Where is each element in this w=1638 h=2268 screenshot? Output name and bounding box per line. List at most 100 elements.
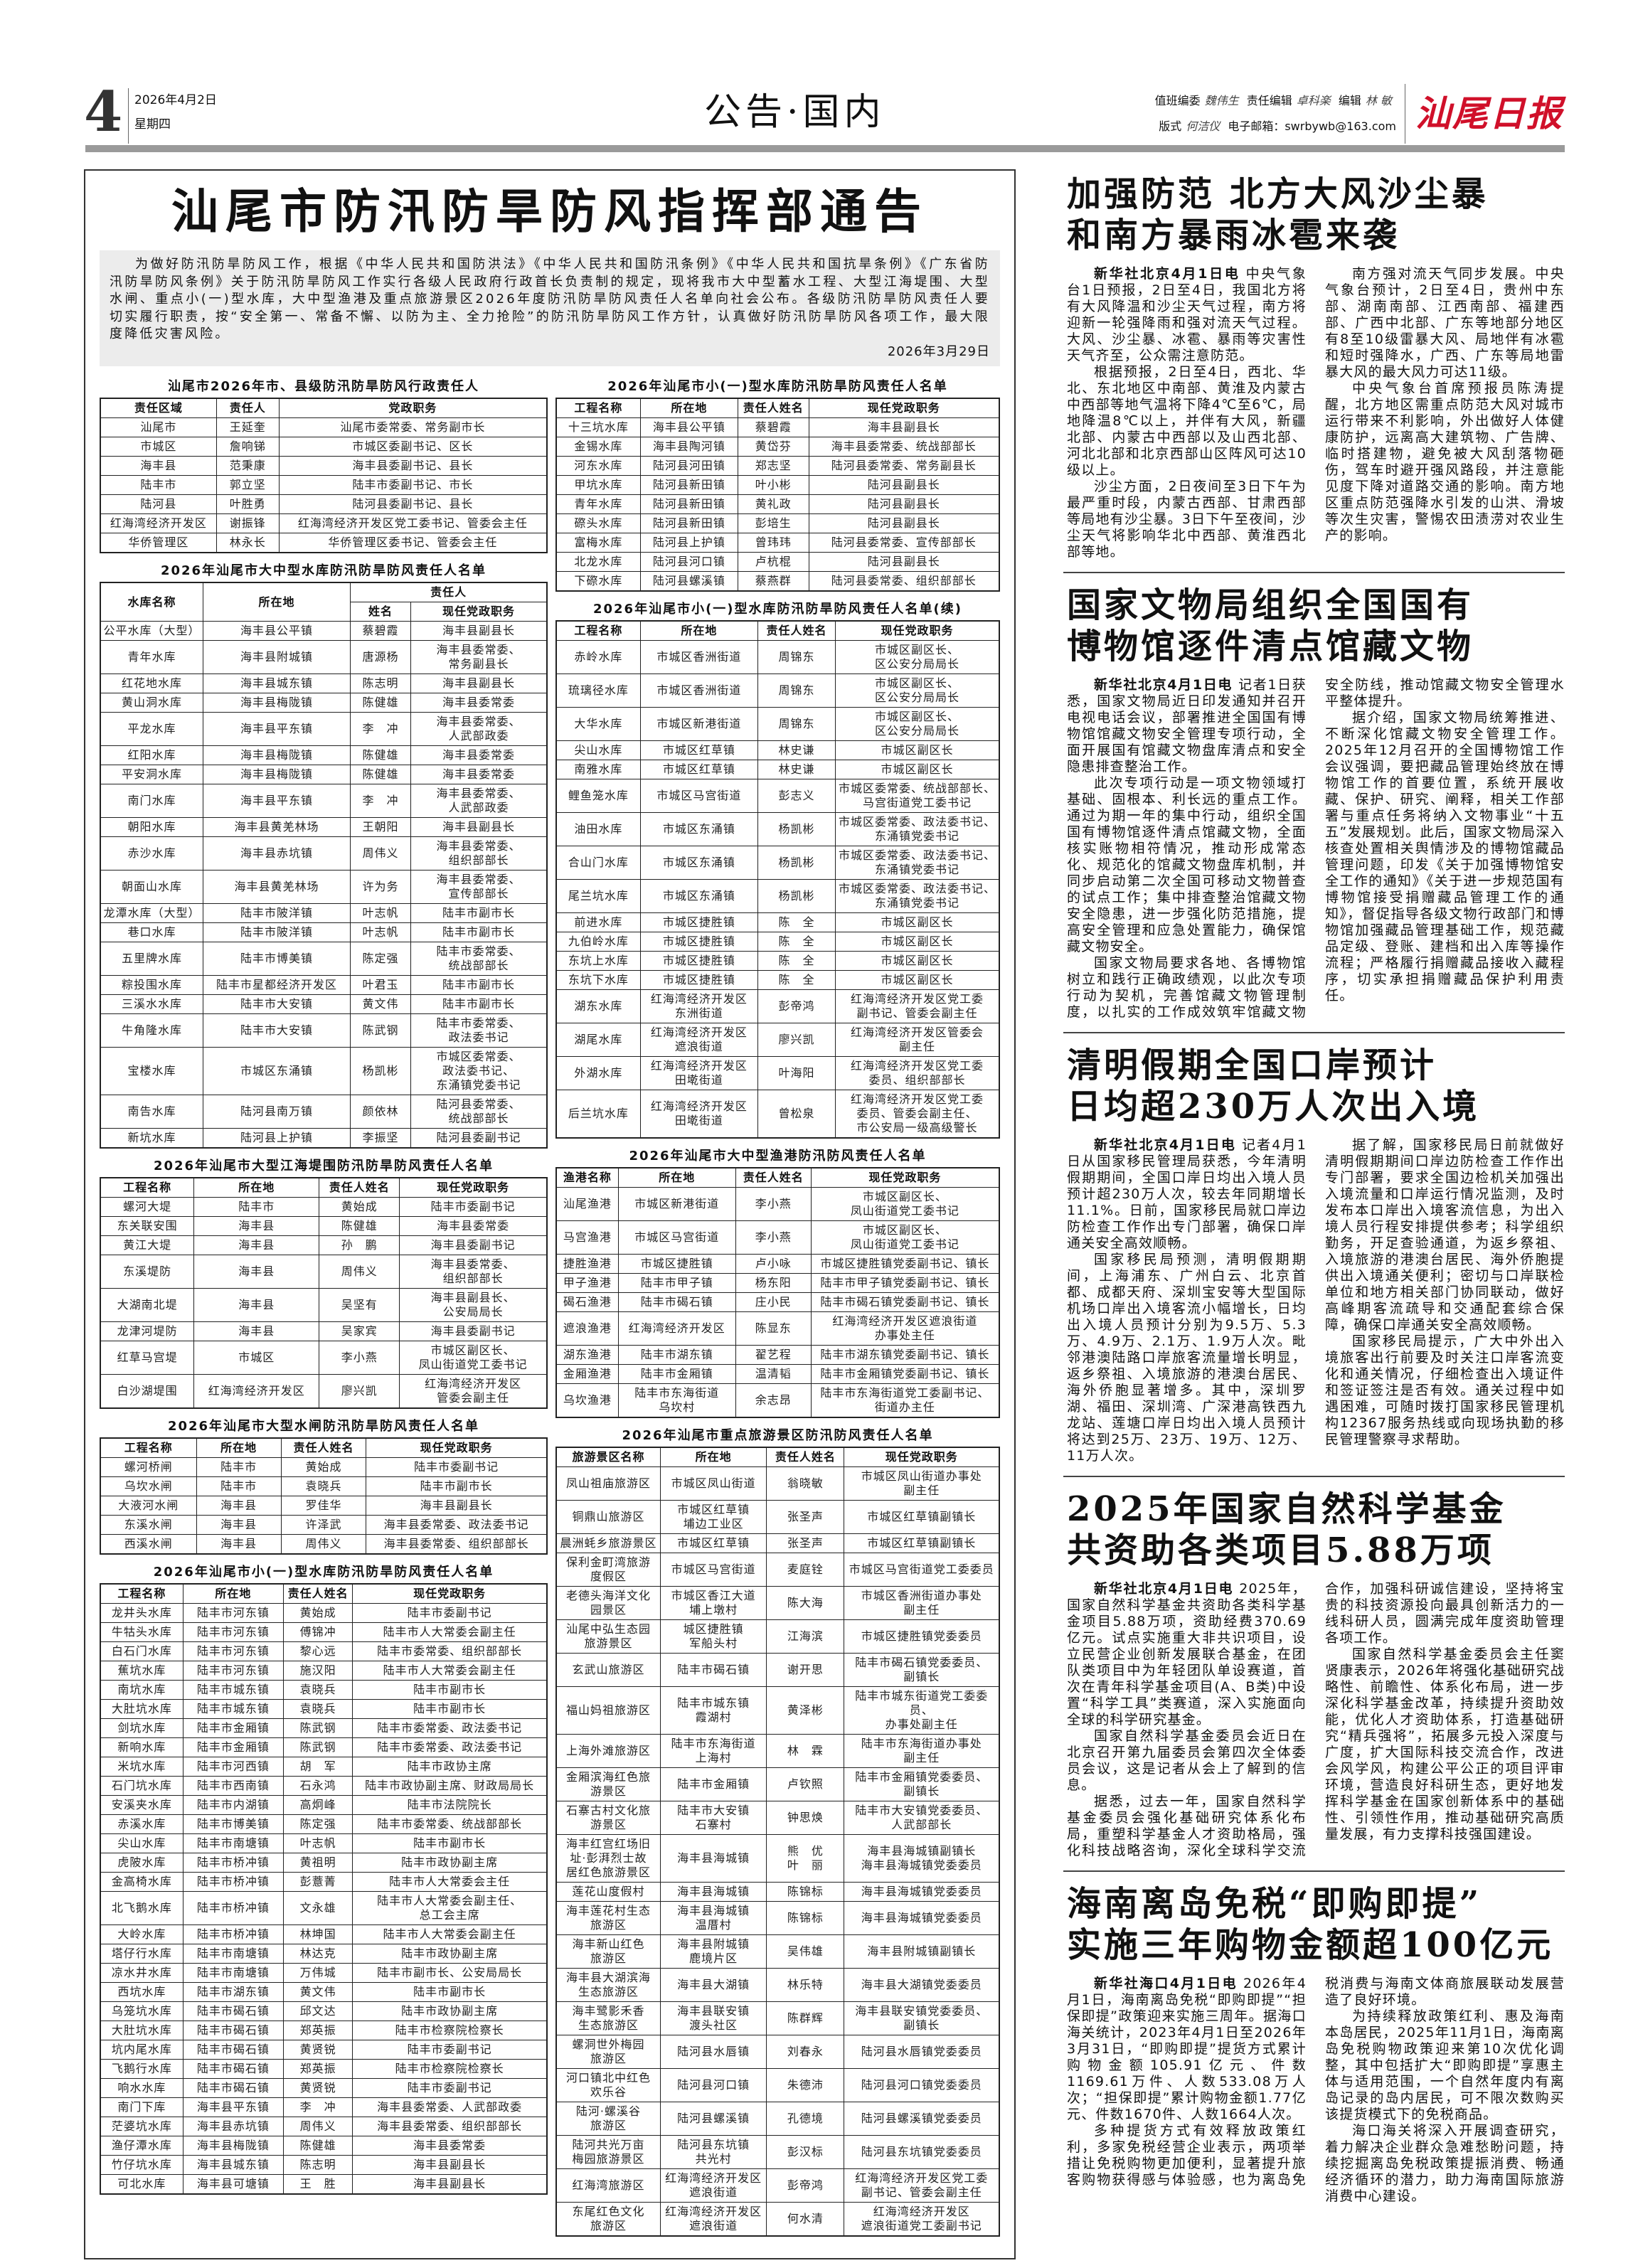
table-cell: 陆丰市法院院长 (352, 1795, 548, 1815)
article-headline[interactable]: 海南离岛免税“即购即提” 实施三年购物金额超100亿元 (1067, 1884, 1554, 1965)
table-title: 2026年汕尾市大中型渔港防汛防风责任人名单 (629, 1149, 927, 1164)
table-row: 乌坎渔港 陆丰市东海街道 乌坎村 余志昂 陆丰市东海街道党工委副书记、 街道办主任 (555, 1383, 1000, 1418)
table-cell: 海丰县海城镇党委委员 (844, 1882, 1000, 1902)
table-cell: 乌笼坑水库 (100, 2001, 184, 2021)
table-header-row: 工程名称 所在地 责任人姓名 现任党政职务 (555, 620, 1000, 641)
table-cell: 市城区马宫街道党工委委员 (844, 1553, 1000, 1587)
table-cell: 叶胜勇 (216, 494, 280, 514)
table-title: 2026年汕尾市小(一)型水库防汛防旱防风责任人名单 (153, 1565, 494, 1580)
paragraph-text: 据介绍，国家文物局统筹推进、不断深化馆藏文物安全管理工作。2025年12月召开的… (1325, 710, 1565, 1003)
table-row: 红阳水库 海丰县梅陇镇 陈健雄 海丰县委常委 (100, 745, 548, 765)
table-row: 前进水库 市城区捷胜镇陈 全市城区副区长 (555, 912, 1000, 932)
table-row: 湖东水库 红海湾经济开发区 东洲街道 彭帝鸿 红海湾经济开发区党工委 副书记、管委会副… (555, 989, 1000, 1023)
table-cell: 陆丰市政协副主席 (352, 1853, 548, 1873)
table-cell: 市城区新港街道 (617, 1187, 736, 1221)
table-cell: 红海湾经济开发区党工委 副书记、管委会副主任 (844, 2168, 1000, 2203)
table-row: 黄江大堤 海丰县孙 鹏海丰县委副书记 (100, 1235, 548, 1255)
table-cell: 陆河县河口镇 (639, 552, 738, 572)
tables-left-column: 汕尾市2026年市、县级防汛防旱防风行政责任人 责任区域 责任人 党政职务 汕尾市 王延奎… (100, 376, 548, 2244)
table-cell: 陈健雄 (350, 745, 411, 765)
table-cell: 廖兴凯 (319, 1374, 400, 1409)
article-paragraph: 中央气象台首席预报员陈涛提醒，北方地区需重点防范大风对城市运行带来不利影响，外出… (1325, 380, 1565, 544)
table-cell: 郑英振 (282, 2059, 353, 2079)
table-cell: 杨东阳 (735, 1273, 812, 1293)
table-row: 大肚坑水库 陆丰市城东镇 袁晓兵 陆丰市副市长 (100, 1699, 548, 1719)
column-header: 所在地 (193, 1177, 320, 1198)
table-cell: 磜头水库 (555, 513, 641, 533)
layout-label: 版式 (1159, 119, 1182, 133)
table-cell: 汕尾渔港 (555, 1187, 619, 1221)
table-cell: 龙津河堤防 (100, 1321, 195, 1341)
table-cell: 唐源杨 (350, 640, 411, 674)
table-cell: 陆丰市内湖镇 (182, 1795, 284, 1815)
table-cell: 陆丰市城东镇 霞湖村 (659, 1686, 767, 1735)
table-cell: 杨凯彬 (757, 879, 836, 913)
responsibility-table: 责任区域 责任人 党政职务 汕尾市 王延奎 汕尾市委常委、常务副市长 市城区 詹响锑 市城区委副… (100, 398, 548, 553)
table-row: 粽投围水库 陆丰市星都经济开发区 叶君玉 陆丰市副市长 (100, 975, 548, 995)
responsibility-table: 工程名称 所在地 责任人姓名 现任党政职务 螺河大堤 陆丰市 黄始成 陆丰市委副书记 东关联安围… (100, 1177, 548, 1409)
table-cell: 陆丰市大安镇党委委员、 人武部部长 (844, 1801, 1000, 1835)
article-headline[interactable]: 国家文物局组织全国国有 博物馆逐件清点馆藏文物 (1067, 585, 1474, 666)
table-row: 平安洞水库 海丰县梅陇镇 陈健雄 海丰县委常委 (100, 765, 548, 784)
table-cell: 周伟义 (282, 2117, 353, 2136)
table-cell: 陆丰市甲子镇 (617, 1273, 736, 1293)
table-cell: 黄泽彬 (766, 1686, 845, 1735)
table-cell: 海丰县副县长 (352, 2174, 548, 2195)
table-cell: 陆丰市东海街道党工委副书记、 街道办主任 (810, 1383, 1000, 1418)
article-dateline: 新华社北京4月1日电 (1094, 266, 1240, 282)
table-cell: 红海湾经济开发区 田墘街道 (639, 1056, 758, 1090)
table-cell: 海丰县平东镇 (202, 712, 351, 746)
article-headline[interactable]: 清明假期全国口岸预计 日均超230万人次出入境 (1067, 1045, 1480, 1127)
table-row: 飞鹅行水库 陆丰市碣石镇 郑英振 陆丰市检察院检察长 (100, 2059, 548, 2079)
news-articles: 加强防范 北方大风沙尘暴 和南方暴雨冰雹来袭 新华社北京4月1日电 中央气象台1日预… (1063, 174, 1565, 2216)
table-cell: 陆丰市城东镇 (182, 1680, 284, 1700)
column-header: 责任人姓名 (280, 1437, 367, 1458)
editor: 林 敏 (1365, 94, 1392, 107)
table-cell: 市城区副区长、 区公安分局局长 (834, 674, 1000, 708)
table-cell: 郑志坚 (737, 456, 809, 476)
column-header: 责任人姓名 (737, 398, 809, 418)
table-cell: 叶海阳 (757, 1056, 836, 1090)
table-cell: 陆丰市副市长 (352, 1680, 548, 1700)
article-headline[interactable]: 加强防范 北方大风沙尘暴 和南方暴雨冰雹来袭 (1067, 174, 1489, 255)
article-paragraph: 多种提货方式有效释放政策红利，多家免税经营企业表示，两项举措让免税购物更加便利，… (1067, 1976, 1565, 2205)
article-headline[interactable]: 2025年国家自然科学基金 共资助各类项目5.88万项 (1067, 1489, 1506, 1570)
table-cell: 蕉坑水库 (100, 1661, 184, 1681)
column-header: 现任党政职务 (399, 1177, 548, 1198)
table-section: 2026年汕尾市小(一)型水库防汛防旱防风责任人名单(续) 工程名称 所在地 责任人姓… (555, 599, 1000, 1139)
table-cell: 市城区副区长 (834, 740, 1000, 760)
table-cell: 陈 全 (757, 970, 836, 990)
table-row: 大液河水闸 海丰县 罗佳华 海丰县副县长 (100, 1496, 548, 1516)
email[interactable]: swrbywb@163.com (1285, 119, 1396, 133)
chief-editor-label: 责任编辑 (1246, 94, 1292, 107)
table-row: 竹仔坑水库 海丰县城东镇 陈志明 海丰县副县长 (100, 2155, 548, 2175)
table-cell: 大岭水库 (100, 1924, 184, 1944)
table-cell: 红海湾经济开发区 遮浪街道 (659, 2168, 767, 2203)
table-row: 赤溪水库 陆丰市博美镇 陈定强 陆丰市委常委、统战部部长 (100, 1814, 548, 1834)
table-cell: 陆丰市陂洋镇 (202, 922, 351, 942)
table-row: 海丰县 范秉康 海丰县委副书记、县长 (100, 456, 548, 476)
table-cell: 海丰县 (193, 1255, 320, 1289)
article-paragraph: 新华社北京4月1日电 记者1日获悉，国家文物局近日印发通知并召开电视电话会议，部署… (1067, 677, 1307, 775)
table-cell: 西溪水闸 (100, 1534, 197, 1555)
article-paragraph: 国家移民局预测，清明假期期间，上海浦东、广州白云、北京首都、成都天府、深圳宝安等… (1067, 1252, 1307, 1464)
table-cell: 河东水库 (555, 456, 641, 476)
email-label: 电子邮箱： (1228, 119, 1285, 133)
table-row: 油田水库 市城区东涌镇 杨凯彬 市城区委常委、政法委书记、 东涌镇党委书记 (555, 812, 1000, 846)
table-row: 尾兰坑水库 市城区东涌镇 杨凯彬 市城区委常委、政法委书记、 东涌镇党委书记 (555, 879, 1000, 913)
table-cell: 南坑水库 (100, 1680, 184, 1700)
table-row: 乌笼坑水库 陆丰市碣石镇 邱文达 陆丰市政协副主席 (100, 2001, 548, 2021)
table-cell: 凉水井水库 (100, 1963, 184, 1983)
article-paragraph: 国家自然科学基金委员会近日在北京召开第九届委员会第四次全体委员会议，这是记者从会… (1067, 1728, 1307, 1794)
table-row: 剑坑水库 陆丰市金厢镇 陈武钢 陆丰市委常委、政法委书记 (100, 1718, 548, 1738)
table-cell: 陆丰市副市长 (352, 1982, 548, 2002)
column-header: 责任人姓名 (757, 620, 836, 641)
paragraph-text: 2026年4月1日，海南离岛免税“即购即提”“担保即提”政策迎来实施三周年。据海… (1067, 1976, 1307, 2122)
column-header: 现任党政职务 (410, 602, 548, 622)
table-cell: 陆丰市委副书记 (366, 1457, 548, 1477)
table-cell: 剑坑水库 (100, 1718, 184, 1738)
table-cell: 陆丰市陂洋镇 (202, 903, 351, 923)
table-cell: 市城区凤山街道办事处 副主任 (844, 1466, 1000, 1501)
table-cell: 铜鼎山旅游区 (555, 1500, 661, 1534)
table-row: 老德头海洋文化 园景区 市城区香江大道 埔上墩村 陈大海 市城区香洲街道办事处 副主任 (555, 1586, 1000, 1620)
